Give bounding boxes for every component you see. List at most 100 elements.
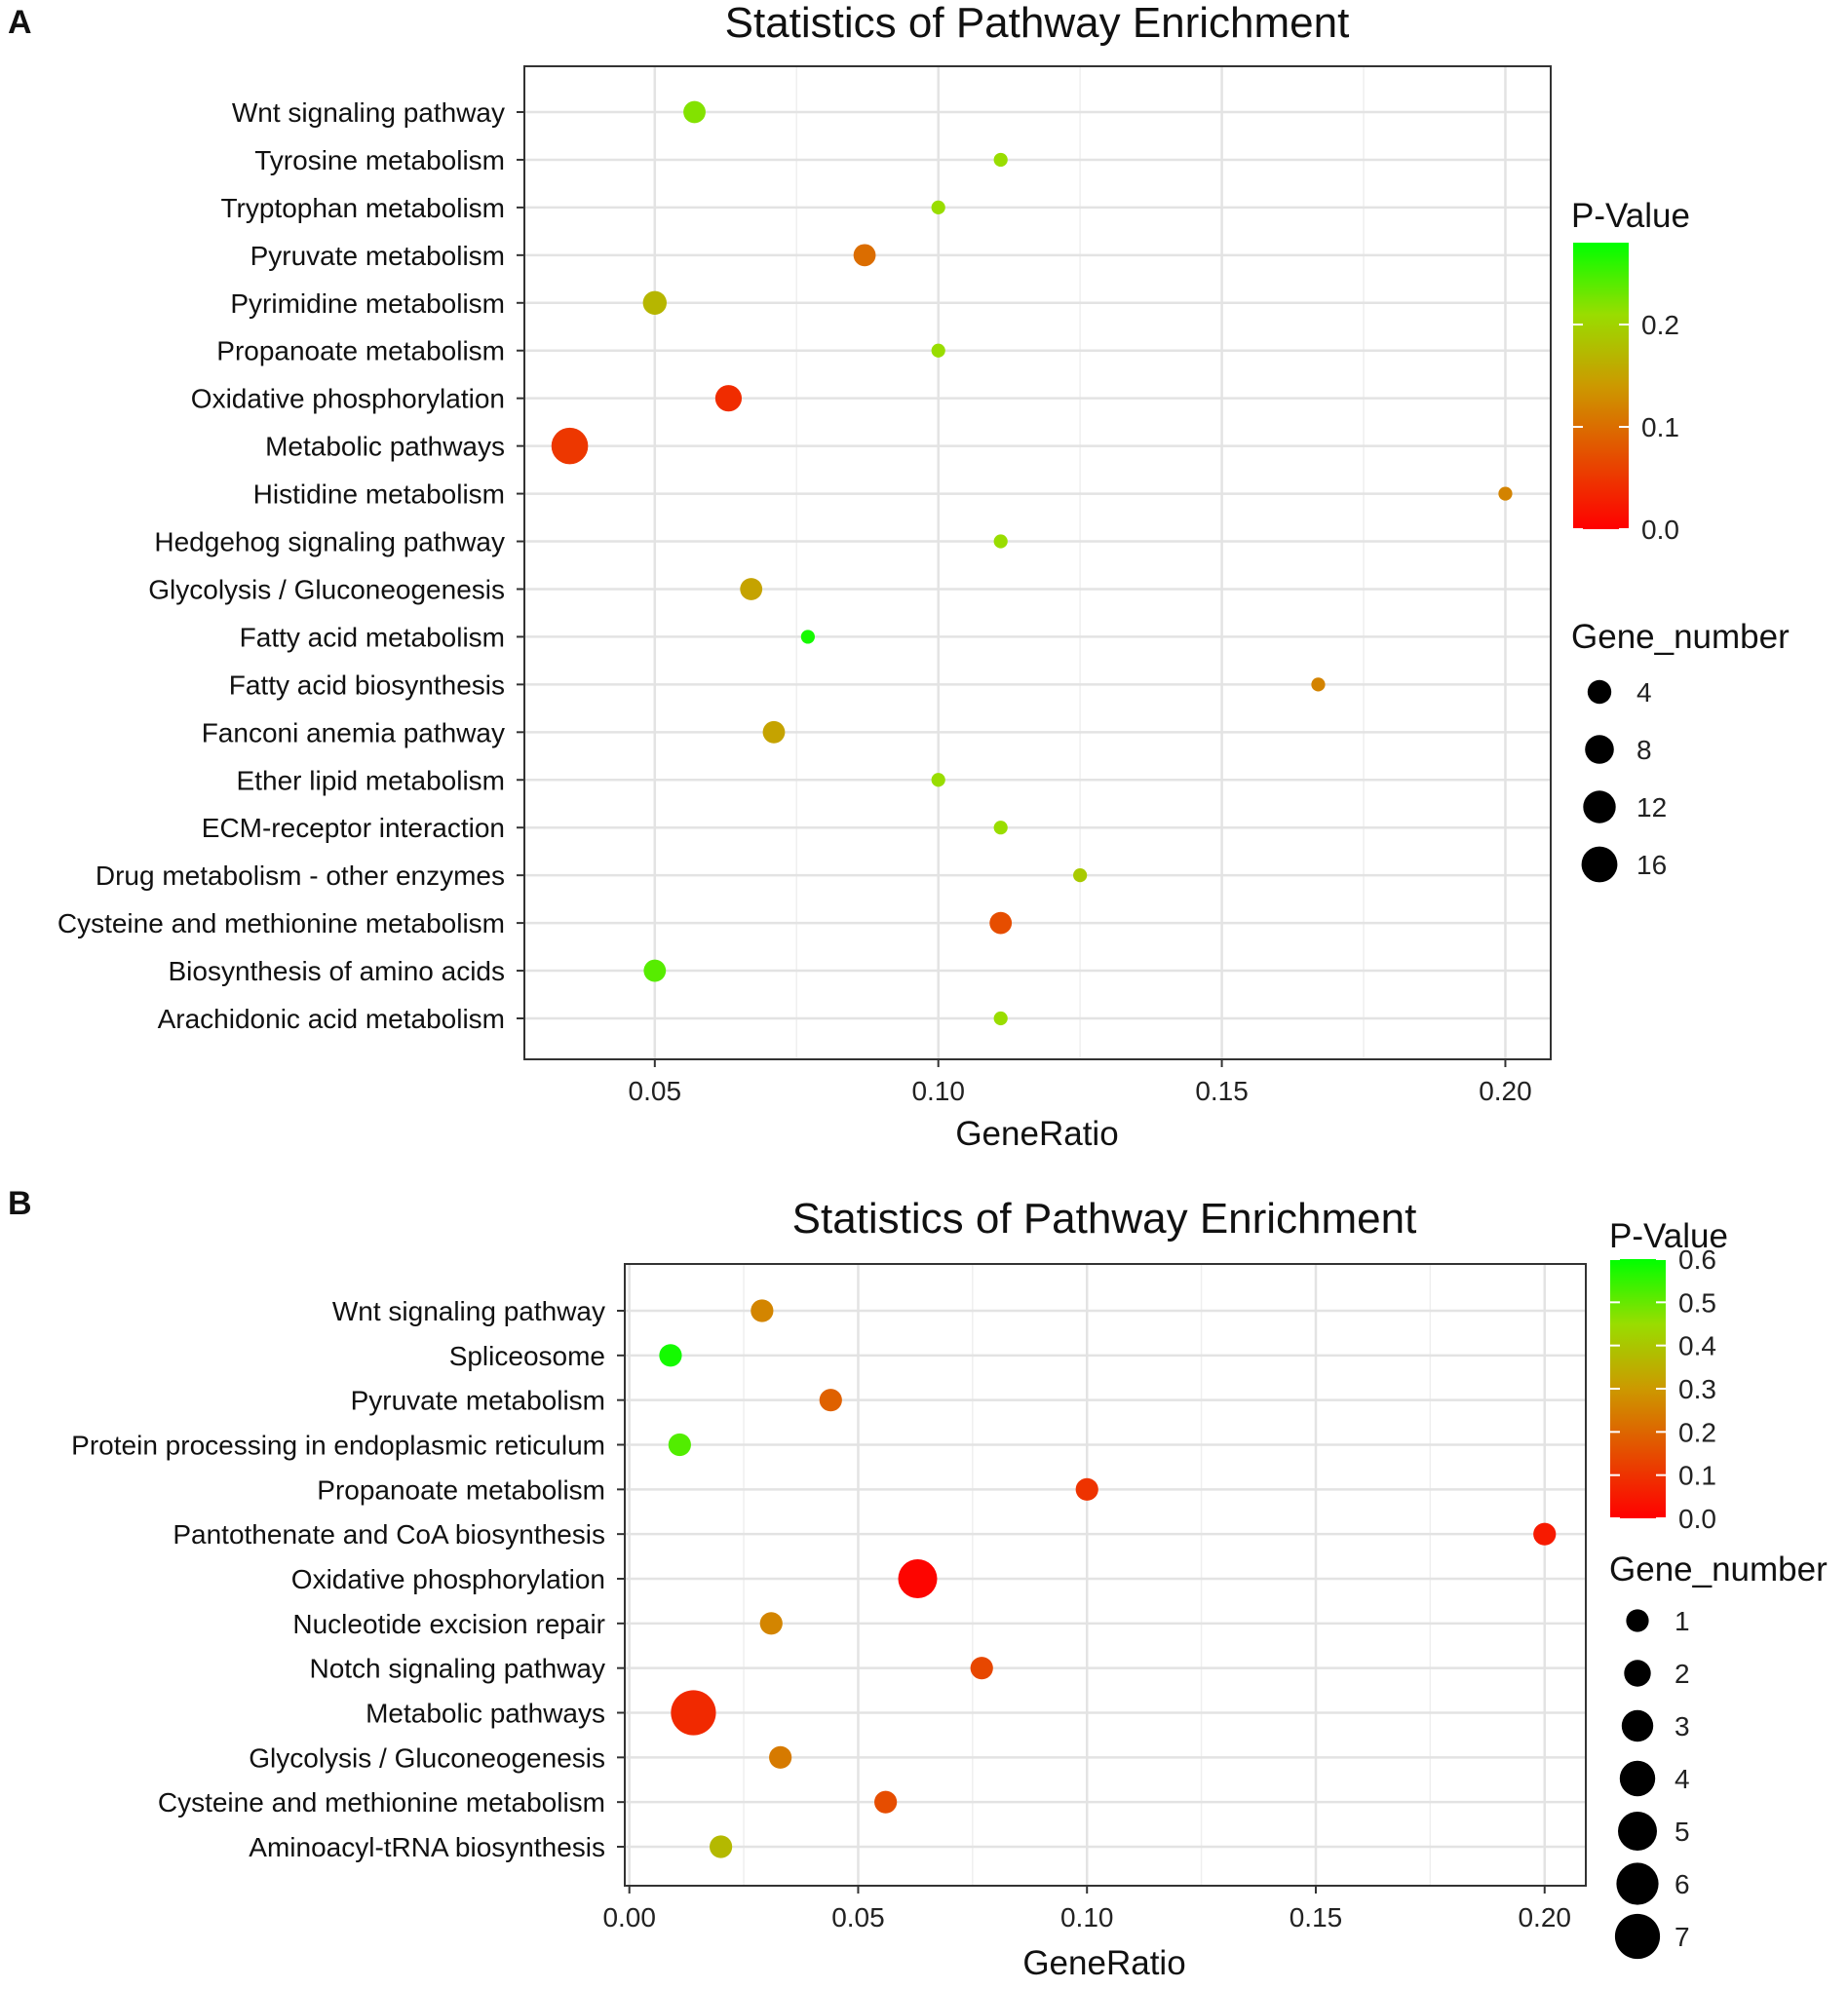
panel-b: B Statistics of Pathway Enrichment Wnt s… (8, 1185, 1828, 1982)
y-tick-label: Spliceosome (449, 1341, 605, 1371)
plot-area (524, 66, 1551, 1059)
color-legend-title: P-Value (1571, 197, 1690, 235)
y-tick-label: Notch signaling pathway (309, 1654, 605, 1684)
data-point (740, 578, 763, 600)
y-tick-label: Wnt signaling pathway (232, 97, 505, 128)
y-tick-label: Aminoacyl-tRNA biosynthesis (249, 1832, 605, 1862)
size-legend-dot (1626, 1609, 1649, 1632)
y-tick-label: ECM-receptor interaction (202, 813, 505, 843)
y-tick-label: Propanoate metabolism (317, 1474, 605, 1505)
y-tick-label: Ether lipid metabolism (237, 765, 505, 795)
data-point (874, 1790, 898, 1814)
x-tick-label: 0.05 (831, 1902, 885, 1933)
data-point (1498, 486, 1513, 501)
size-legend-label: 8 (1636, 735, 1652, 765)
color-legend-label: 0.3 (1678, 1374, 1716, 1404)
data-point (671, 1690, 716, 1736)
x-tick-label: 0.20 (1479, 1076, 1532, 1106)
y-tick-label: Arachidonic acid metabolism (158, 1004, 505, 1034)
x-axis: 0.05 0.10 0.15 0.20 (629, 1059, 1532, 1106)
data-points (551, 100, 1513, 1026)
data-point (993, 1011, 1008, 1026)
size-legend-dot (1585, 735, 1614, 764)
x-tick-label: 0.15 (1290, 1902, 1343, 1933)
data-points (659, 1299, 1557, 1858)
y-tick-label: Drug metabolism - other enzymes (96, 861, 505, 891)
y-tick-label: Cysteine and methionine metabolism (58, 908, 505, 938)
color-legend-label: 0.6 (1678, 1244, 1716, 1275)
y-tick-label: Protein processing in endoplasmic reticu… (71, 1431, 605, 1461)
data-point (993, 152, 1008, 168)
data-point (659, 1344, 682, 1367)
size-legend-label: 12 (1636, 792, 1667, 823)
plot-area (625, 1264, 1586, 1886)
x-tick-label: 0.15 (1195, 1076, 1249, 1106)
x-tick-label: 0.05 (629, 1076, 682, 1106)
size-legend-dot (1581, 846, 1618, 883)
size-legend-label: 5 (1675, 1817, 1690, 1847)
color-legend-label: 0.2 (1641, 310, 1679, 340)
y-tick-label: Tryptophan metabolism (220, 193, 505, 223)
data-point (931, 343, 945, 358)
x-tick-label: 0.10 (1060, 1902, 1114, 1933)
size-legend-dot (1618, 1812, 1657, 1851)
panel-label: A (8, 4, 32, 41)
color-legend-ticks: 0.2 0.1 0.0 (1573, 310, 1679, 545)
y-tick-label: Pantothenate and CoA biosynthesis (173, 1519, 605, 1550)
size-legend-dot (1587, 679, 1612, 705)
y-tick-label: Wnt signaling pathway (332, 1296, 605, 1326)
x-axis-label: GeneRatio (955, 1115, 1118, 1153)
x-tick-label: 0.20 (1518, 1902, 1571, 1933)
data-point (1533, 1522, 1557, 1546)
y-tick-label: Pyrimidine metabolism (230, 288, 505, 319)
data-point (989, 911, 1013, 935)
color-legend-label: 0.0 (1641, 515, 1679, 545)
data-point (710, 1835, 733, 1858)
data-point (759, 1612, 783, 1635)
panel-label: B (8, 1185, 32, 1222)
size-legend-title: Gene_number (1609, 1550, 1828, 1588)
color-legend-label: 0.1 (1678, 1461, 1716, 1491)
data-point (714, 385, 743, 412)
y-axis: Wnt signaling pathway Spliceosome Pyruvate… (71, 1296, 625, 1862)
y-tick-label: Glycolysis / Gluconeogenesis (249, 1742, 605, 1773)
data-point (993, 821, 1008, 835)
data-point (642, 290, 668, 315)
plot-frame (523, 65, 1552, 1060)
y-tick-label: Pyruvate metabolism (351, 1386, 605, 1416)
y-tick-label: Pyruvate metabolism (250, 241, 505, 271)
chart-title: Statistics of Pathway Enrichment (725, 0, 1350, 47)
data-point (931, 773, 945, 787)
size-legend-label: 4 (1636, 677, 1652, 708)
color-legend-label: 0.0 (1678, 1504, 1716, 1534)
data-point (643, 959, 667, 982)
x-axis: 0.00 0.05 0.10 0.15 0.20 (602, 1886, 1571, 1933)
x-tick-label: 0.10 (911, 1076, 965, 1106)
color-legend-label: 0.4 (1678, 1331, 1716, 1361)
y-tick-label: Biosynthesis of amino acids (168, 956, 505, 986)
size-legend-label: 3 (1675, 1711, 1690, 1741)
x-axis-label: GeneRatio (1022, 1944, 1185, 1982)
y-tick-label: Cysteine and methionine metabolism (158, 1787, 605, 1818)
y-tick-label: Oxidative phosphorylation (191, 384, 505, 414)
y-tick-label: Fatty acid metabolism (240, 622, 505, 652)
data-point (683, 100, 706, 124)
y-tick-label: Glycolysis / Gluconeogenesis (148, 574, 505, 604)
size-legend-label: 4 (1675, 1764, 1690, 1794)
y-tick-label: Tyrosine metabolism (254, 145, 505, 175)
plot-frame (624, 1263, 1587, 1887)
grid (524, 66, 1551, 1059)
size-legend-label: 7 (1675, 1922, 1690, 1952)
size-legend-dot (1614, 1913, 1661, 1960)
y-tick-label: Metabolic pathways (265, 432, 505, 462)
y-tick-label: Oxidative phosphorylation (291, 1564, 605, 1594)
color-legend-label: 0.1 (1641, 412, 1679, 442)
size-legend-dot (1624, 1660, 1651, 1687)
color-legend-title: P-Value (1609, 1217, 1728, 1255)
y-tick-label: Hedgehog signaling pathway (154, 527, 505, 557)
data-point (898, 1559, 938, 1598)
size-legend-dot (1619, 1760, 1656, 1797)
x-tick-label: 0.00 (602, 1902, 656, 1933)
data-point (1075, 1477, 1098, 1501)
data-point (1073, 868, 1088, 883)
